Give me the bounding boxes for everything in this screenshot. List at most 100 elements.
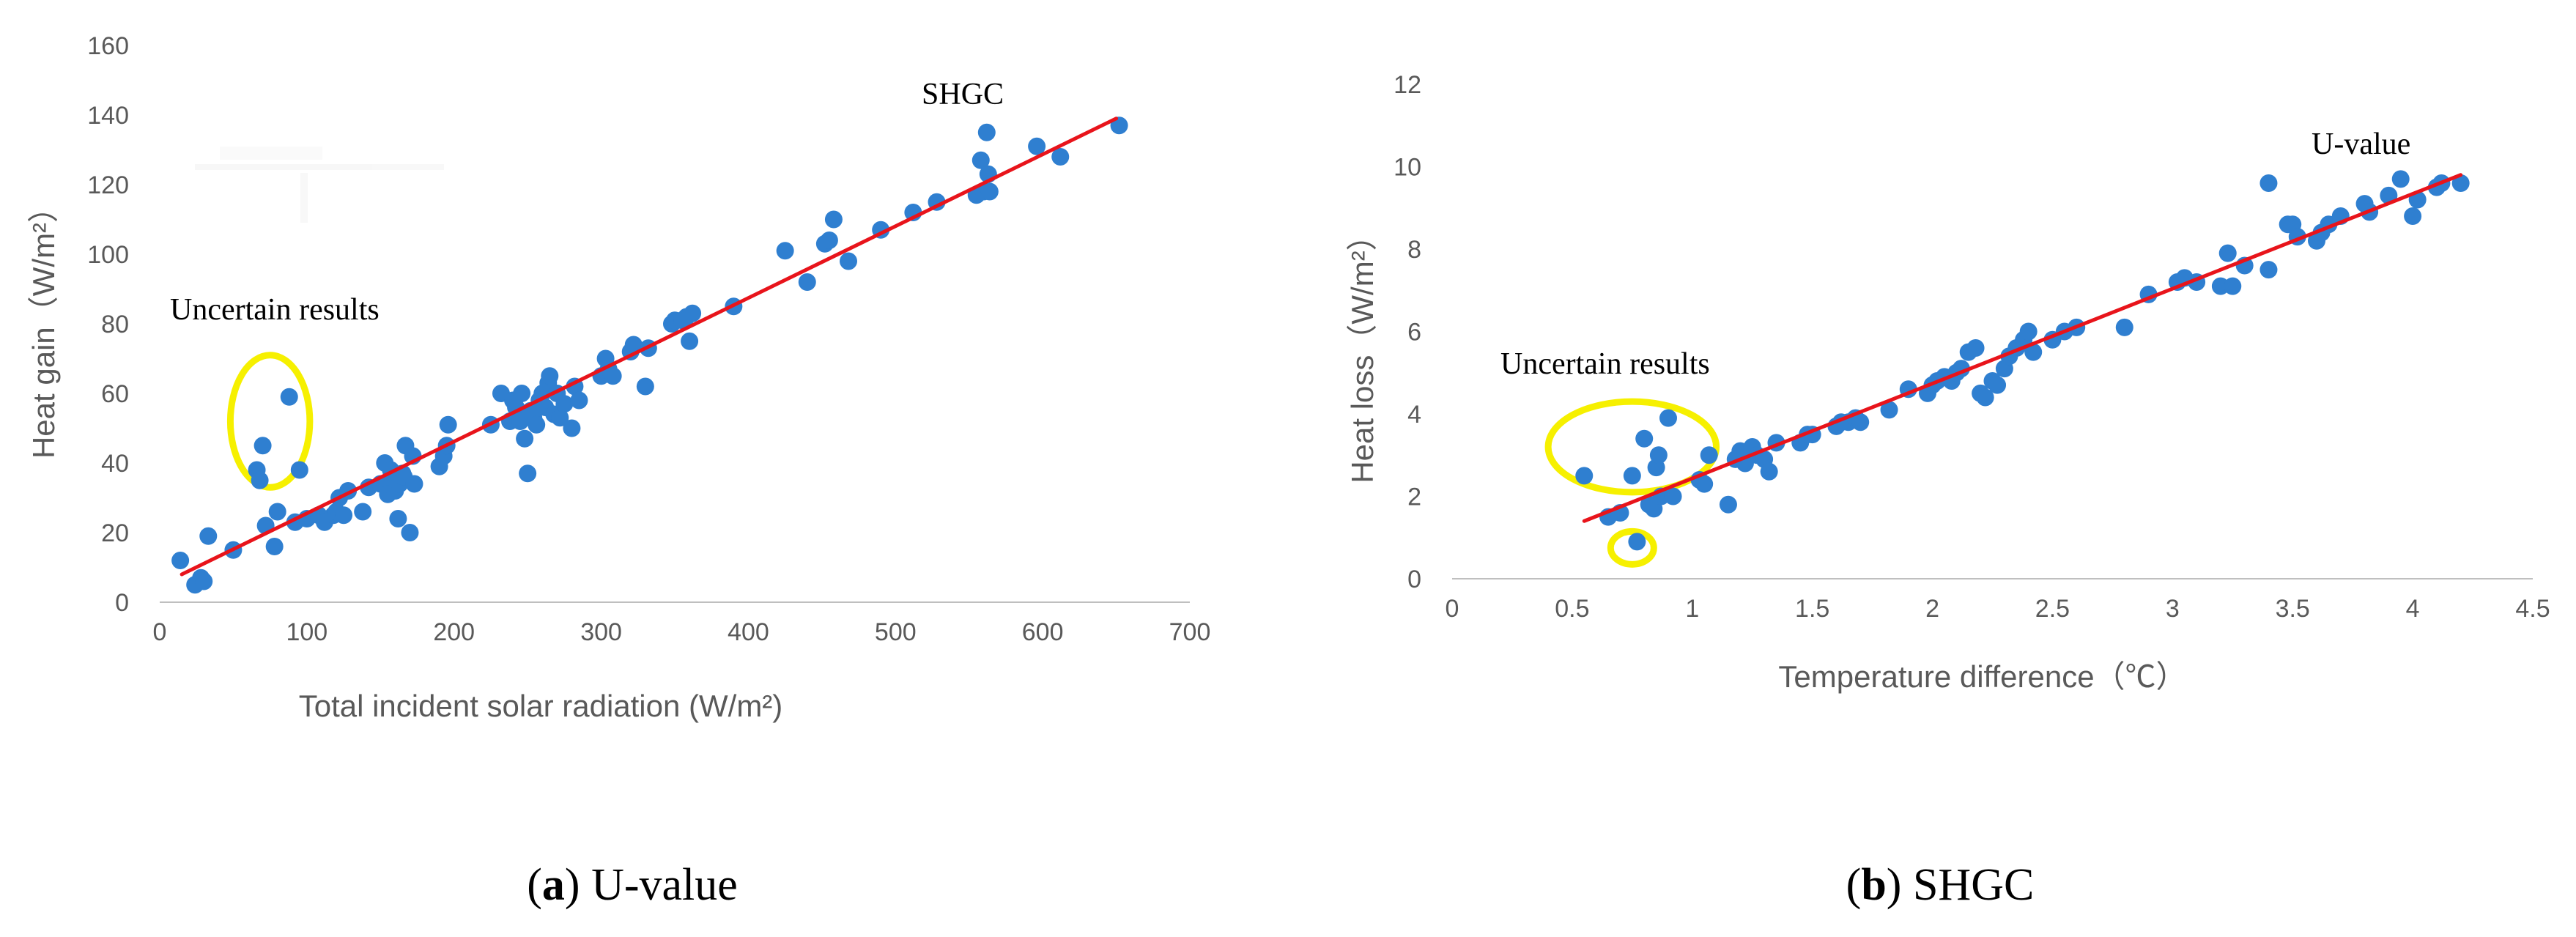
- caption-b: (b) SHGC: [1846, 860, 2035, 910]
- chart-a-y-tick-label: 160: [87, 32, 129, 60]
- chart-panel-b: 0 0.5 1 1.5 2 2.5 3 3.5 4 4.5 0 2 4 6 8 10 12 U-value Un…: [1345, 71, 2550, 694]
- chart-b-point: [2451, 174, 2470, 192]
- chart-b-point: [1966, 339, 1985, 357]
- watermark-patch: [195, 147, 444, 223]
- chart-a-point: [551, 409, 569, 427]
- chart-a-ticks: 0 100 200 300 400 500 600 700 0 20 40 60 80 100 120 140…: [87, 32, 1210, 646]
- chart-b-point: [2391, 170, 2410, 188]
- chart-a-point: [199, 527, 218, 545]
- chart-a-point: [636, 377, 654, 396]
- chart-b-point: [2115, 318, 2133, 336]
- chart-a-point: [405, 475, 423, 493]
- chart-b-x-tick-label: 4: [2406, 595, 2420, 623]
- caption-a-label: a: [542, 860, 565, 910]
- chart-a-point: [977, 123, 996, 141]
- chart-a-fit-line: [179, 116, 1119, 577]
- chart-b-x-tick-label: 2: [1925, 595, 1939, 623]
- chart-a-y-tick-label: 40: [101, 450, 129, 478]
- chart-a-point: [824, 210, 843, 229]
- chart-b-ticks: 0 0.5 1 1.5 2 2.5 3 3.5 4 4.5 0 2 4 6 8 10 12: [1394, 71, 2550, 623]
- caption-a-close: ): [565, 860, 580, 910]
- chart-a-point: [516, 429, 534, 448]
- chart-a-point: [684, 304, 702, 322]
- caption-b-text: SHGC: [1901, 860, 2034, 910]
- chart-b-x-tick-label: 1: [1685, 595, 1699, 623]
- chart-b-y-tick-label: 6: [1407, 319, 1421, 347]
- chart-a-y-tick-label: 0: [115, 589, 129, 617]
- chart-a-point: [624, 336, 643, 354]
- chart-a-point: [513, 385, 531, 402]
- chart-b-point: [1695, 475, 1714, 493]
- chart-b-point: [2024, 343, 2043, 361]
- chart-a-point: [555, 395, 574, 413]
- chart-a-x-tick-label: 700: [1169, 618, 1211, 646]
- chart-a-point: [354, 503, 372, 521]
- chart-a-point: [971, 151, 990, 169]
- chart-a-point: [389, 510, 407, 527]
- chart-b-point: [2019, 322, 2038, 341]
- chart-a-point: [290, 461, 308, 479]
- chart-b-y-tick-label: 4: [1407, 401, 1421, 429]
- chart-a-point: [604, 367, 622, 385]
- chart-a-y-tick-label: 120: [87, 171, 129, 199]
- chart-a-y-axis-title: Heat gain（W/m²）: [26, 192, 61, 459]
- chart-b-uncertain-note: Uncertain results: [1500, 347, 1710, 381]
- chart-a-x-tick-label: 400: [728, 618, 769, 646]
- chart-a-point: [528, 415, 546, 434]
- chart-a-y-tick-label: 80: [101, 311, 129, 338]
- chart-b-point: [1988, 376, 2007, 394]
- chart-a-x-tick-label: 200: [433, 618, 475, 646]
- chart-b-x-tick-label: 4.5: [2515, 595, 2550, 623]
- chart-a-y-tick-label: 100: [87, 241, 129, 269]
- caption-b-close: ): [1887, 860, 1902, 910]
- caption-a-open: (: [527, 860, 542, 910]
- caption-b-open: (: [1846, 860, 1862, 910]
- chart-b-point: [2224, 277, 2242, 295]
- chart-a-point: [251, 471, 269, 489]
- chart-a-x-tick-label: 600: [1022, 618, 1064, 646]
- chart-b-point: [1760, 462, 1778, 481]
- chart-b-point: [1700, 446, 1718, 464]
- chart-a-fit: [179, 116, 1119, 577]
- chart-a-point: [798, 273, 816, 291]
- chart-a-point: [280, 388, 298, 406]
- chart-a-point: [980, 182, 999, 201]
- chart-b-point: [1851, 413, 1870, 432]
- chart-b-point: [1575, 467, 1594, 485]
- chart-a-points: [171, 116, 1128, 594]
- chart-a-y-tick-label: 140: [87, 102, 129, 130]
- chart-b-y-tick-label: 2: [1407, 484, 1421, 511]
- chart-a-point: [195, 572, 213, 590]
- chart-a-point: [1028, 137, 1046, 155]
- chart-b-point: [1649, 446, 1668, 464]
- chart-a-point: [1051, 148, 1070, 166]
- chart-b-x-axis-title: Temperature difference（℃）: [1778, 659, 2186, 694]
- chart-b-uncertain-highlight: [1544, 398, 1720, 496]
- chart-a-x-tick-label: 100: [286, 618, 327, 646]
- chart-b-point: [2404, 207, 2422, 225]
- chart-b-point: [1628, 533, 1646, 551]
- chart-a-point: [840, 252, 858, 270]
- chart-a-y-tick-label: 20: [101, 519, 129, 547]
- chart-a-x-tick-label: 0: [153, 618, 167, 646]
- chart-b-y-tick-label: 8: [1407, 236, 1421, 264]
- chart-a-point: [401, 524, 419, 541]
- caption-a: (a) U-value: [527, 860, 738, 910]
- chart-b-x-tick-label: 1.5: [1795, 595, 1829, 623]
- chart-b-point: [1635, 429, 1654, 448]
- chart-a-point: [570, 391, 588, 410]
- chart-b-y-tick-label: 10: [1394, 154, 1421, 182]
- chart-b-y-tick-label: 0: [1407, 566, 1421, 593]
- chart-b-point: [1623, 467, 1641, 485]
- chart-b-x-tick-label: 2.5: [2035, 595, 2070, 623]
- chart-a-highlights: [226, 352, 314, 491]
- chart-b-uncertain-highlight: [1607, 527, 1657, 568]
- chart-b-point: [2218, 244, 2237, 262]
- chart-a-uncertain-highlight: [226, 352, 314, 491]
- chart-b-x-tick-label: 3: [2166, 595, 2180, 623]
- chart-b-point: [2259, 174, 2278, 192]
- chart-panel-a: 0 100 200 300 400 500 600 700 0 20 40 60 80 100 120 140…: [26, 32, 1210, 723]
- chart-a-point: [519, 464, 537, 483]
- chart-b-highlights: [1544, 398, 1720, 568]
